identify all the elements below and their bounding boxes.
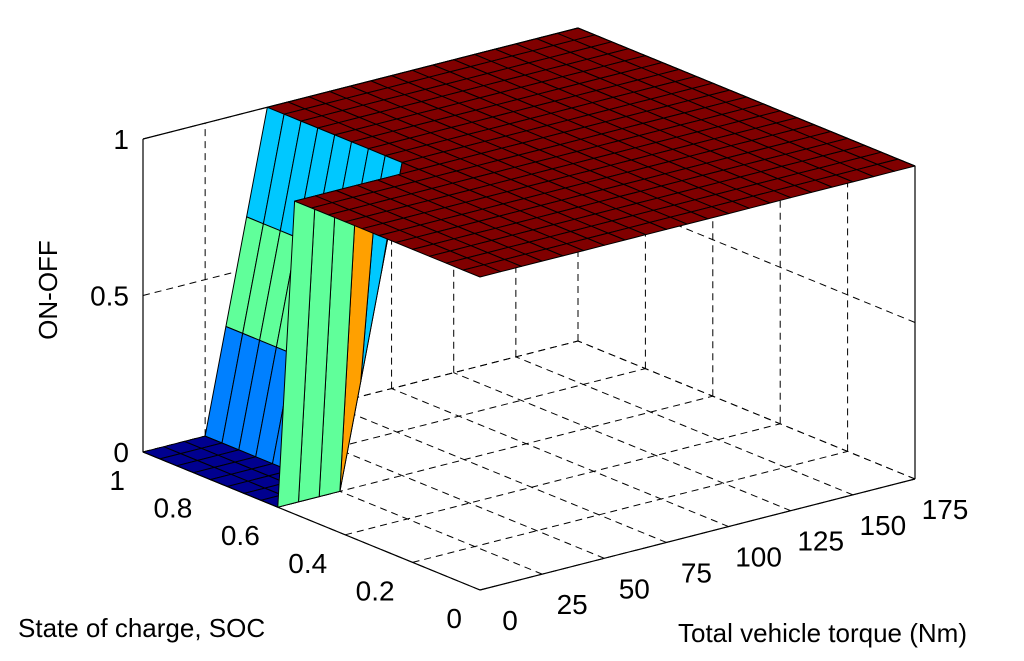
x-axis-line xyxy=(479,478,916,591)
y-tick-label: 0.8 xyxy=(153,493,192,524)
x-tick-label: 175 xyxy=(922,494,969,525)
y-tick-label: 0.6 xyxy=(221,520,260,551)
y-tick-label: 0.4 xyxy=(288,548,327,579)
z-axis-label: ON-OFF xyxy=(33,240,63,340)
x-tick-label: 100 xyxy=(735,542,782,573)
floor-grid-x xyxy=(329,403,667,543)
z-tick-label: 0.5 xyxy=(90,281,129,312)
z-tick-label: 0 xyxy=(113,437,129,468)
z-tick-label: 1 xyxy=(113,124,129,155)
floor-grid-x xyxy=(391,388,729,528)
top-right-edge xyxy=(577,27,916,167)
x-axis-label: Total vehicle torque (Nm) xyxy=(678,618,967,648)
y-axis-label: State of charge, SOC xyxy=(18,613,265,643)
x-tick-label: 125 xyxy=(797,526,844,557)
floor-grid-y xyxy=(277,395,713,508)
y-tick-label: 0 xyxy=(446,603,462,634)
y-axis-line xyxy=(142,451,481,591)
floor-grid-x xyxy=(453,372,791,512)
x-tick-label: 75 xyxy=(681,557,712,588)
surface-mesh xyxy=(142,27,916,508)
top-back-edge xyxy=(142,27,579,140)
axes-frame xyxy=(142,27,916,591)
x-tick-label: 25 xyxy=(557,589,588,620)
surface-cell xyxy=(462,264,502,278)
x-tick-label: 0 xyxy=(502,605,518,636)
x-tick-label: 150 xyxy=(859,510,906,541)
side-wall-grid-z xyxy=(577,340,916,480)
floor-grid-y xyxy=(345,423,781,536)
floor-grid-x xyxy=(515,356,854,496)
x-tick-label: 50 xyxy=(619,573,650,604)
y-tick-label: 0.2 xyxy=(356,575,395,606)
y-tick-label: 1 xyxy=(109,465,125,496)
floor-grid-y xyxy=(412,450,848,563)
